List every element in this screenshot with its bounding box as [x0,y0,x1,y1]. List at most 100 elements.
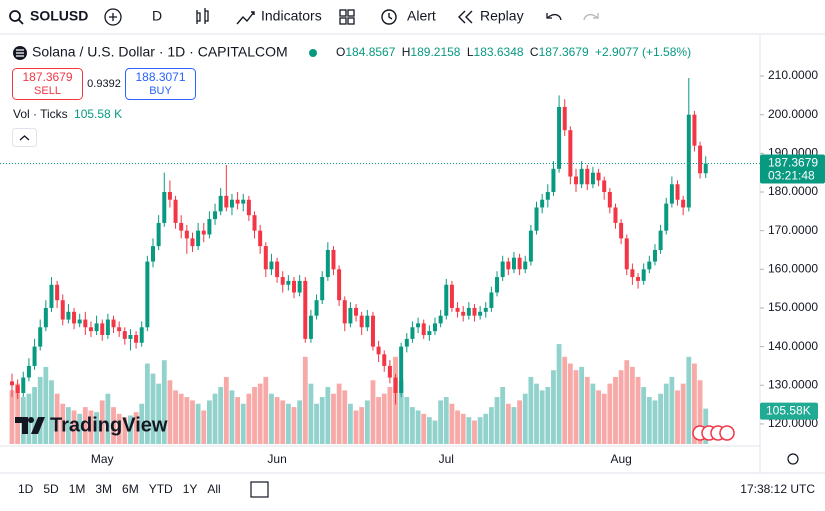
candle-body [675,184,680,200]
undo-button[interactable] [546,13,562,21]
volume-bar [443,397,449,444]
candle-body [100,323,105,336]
candle-body [562,106,567,131]
candle-body [213,211,218,220]
candle-body [269,261,274,270]
settings-button[interactable] [787,453,799,465]
volume-bar [539,390,545,444]
volume-bar [500,387,506,444]
volume-bar [144,363,150,444]
y-tick-label: 200.0000 [768,107,818,121]
candle-body [590,172,595,185]
replay-button[interactable]: Replay [480,8,524,24]
volume-bar [415,410,421,444]
sell-button[interactable] [12,68,83,100]
candle-body [263,246,268,270]
range-button[interactable]: 6M [122,482,139,496]
collapse-button[interactable] [12,128,37,147]
candle-body [88,327,93,332]
volume-bar [302,356,308,444]
candle-body [393,377,398,393]
l-label: L [467,45,474,59]
candle-body [77,319,82,324]
volume-bar [336,383,342,444]
buy-label: BUY [149,85,172,97]
redo-button[interactable] [583,13,599,21]
candle-body [83,319,88,328]
buy-button[interactable] [125,68,196,100]
candle-body [534,207,539,231]
logo-mark [15,417,45,434]
volume-bar [590,383,596,444]
chart-type-icon[interactable] [196,8,209,24]
volume-bar [680,383,686,444]
candle-body [421,323,426,336]
candle-body [32,346,37,366]
indicators-button[interactable]: Indicators [261,8,322,24]
volume-bar [505,403,511,444]
candle-body [416,323,421,328]
range-button[interactable]: 1Y [183,482,198,496]
range-button[interactable]: All [207,482,220,496]
volume-bar [167,380,173,444]
c-value: 187.3679 [539,45,589,59]
symbol[interactable]: SOLUSD [30,8,88,24]
volume-bar [178,393,184,444]
interval[interactable]: D [152,8,162,24]
volume-bar [545,387,551,444]
candle-body [410,327,415,339]
range-button[interactable]: 5D [43,482,59,496]
compare-button[interactable] [104,8,122,26]
layout-icon[interactable] [339,9,355,25]
volume-bar [71,410,77,444]
candle-body [72,311,77,324]
candle-body [184,230,189,239]
volume-bar [325,387,331,444]
volume-tag-value: 105.58K [766,403,811,417]
range-button[interactable]: YTD [149,482,173,496]
candle-body [664,203,669,231]
volume-bar [88,410,94,444]
volume-bar [60,403,66,444]
date-range-button[interactable] [250,481,269,498]
candle-body [365,315,370,328]
volume-bar [207,400,212,444]
alert-icon-hands [388,13,393,20]
volume-bar [156,383,162,444]
alert-icon [381,9,397,25]
range-buttons: 1D 5D 1M 3M 6M YTD 1Y All [18,482,221,496]
volume-bar [139,403,145,444]
volume-bar [201,410,207,444]
candle-body [314,300,319,316]
price-tag-value: 187.3679 [768,156,818,170]
y-tick-label: 210.0000 [768,68,818,82]
candle-body [246,199,251,216]
candle-body [66,311,71,320]
volume-bar [161,360,167,444]
alert-button[interactable]: Alert [407,8,436,24]
volume-bar [404,397,410,444]
candle-body [579,168,584,185]
candle-body [602,180,607,192]
volume-tag [760,402,818,420]
volume-bar [534,383,539,444]
y-tick-label: 180.0000 [768,184,818,198]
volume-bar [122,417,128,444]
volume-bar [635,376,641,444]
candle-body [466,307,471,316]
candle-body [545,192,550,200]
range-button[interactable]: 1M [69,482,86,496]
candle-body [624,238,629,270]
indicators-icon [236,11,255,25]
range-button[interactable]: 1D [18,482,34,496]
candle-body [619,222,624,239]
search-icon[interactable] [9,10,21,22]
volume-bar [573,370,579,444]
candle-body [331,249,336,270]
volume-bar [342,390,348,444]
range-button[interactable]: 3M [95,482,112,496]
market-status [309,49,317,57]
volume-bar [489,407,494,444]
candle-body [483,307,488,312]
